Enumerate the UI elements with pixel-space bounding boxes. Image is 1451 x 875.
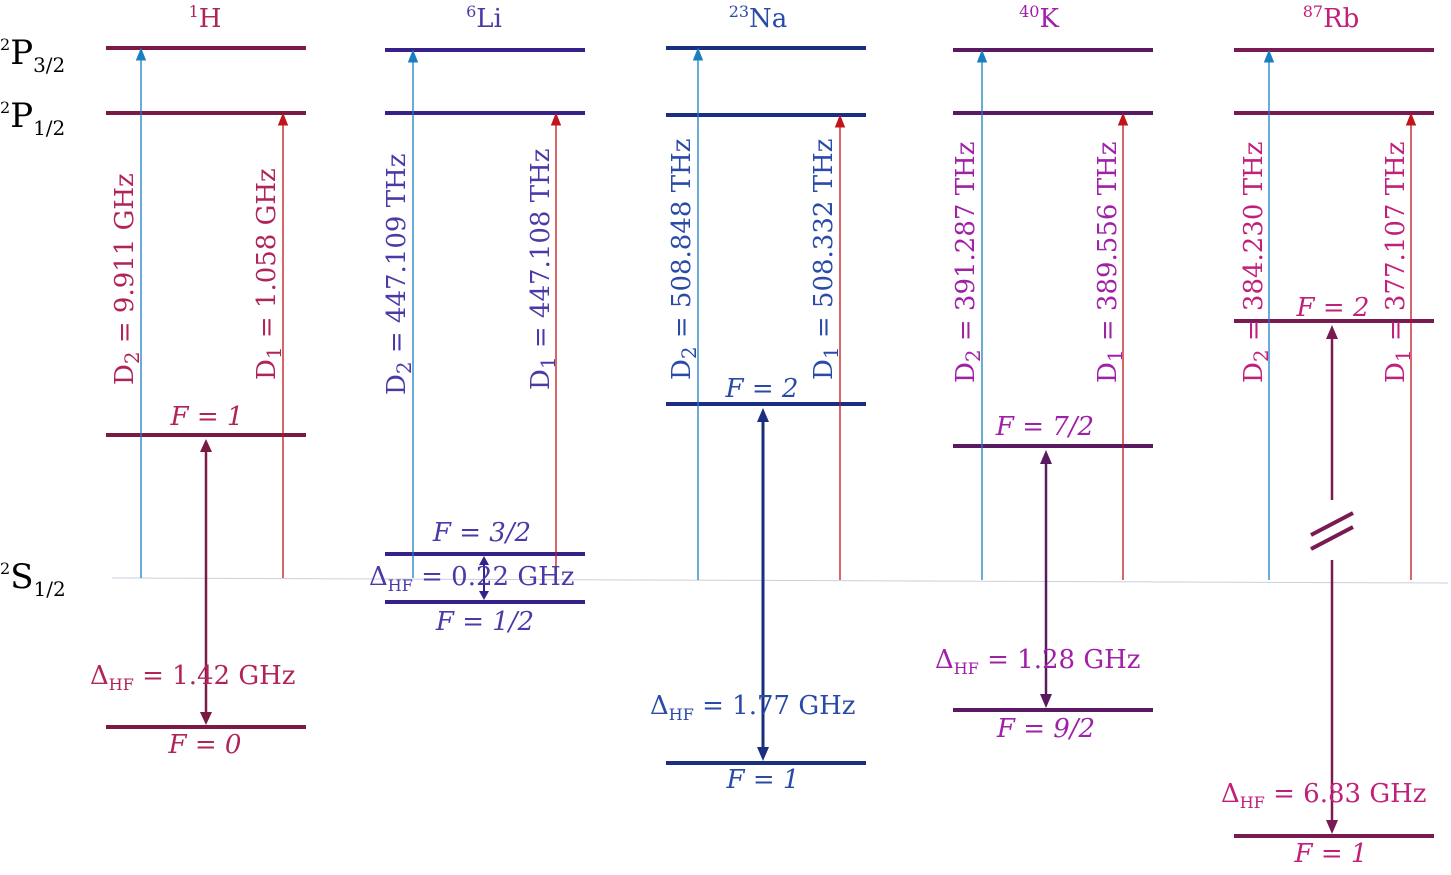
atom-header: 87Rb <box>1303 2 1360 34</box>
atom-header: 40K <box>1019 2 1059 34</box>
hf-arrowhead-down <box>479 591 489 600</box>
d1-label: D1 = 447.108 THz <box>526 149 560 390</box>
lower-f-label: F = 1/2 <box>435 607 534 637</box>
hf-arrowhead-up <box>1326 325 1338 339</box>
lower-f-label: F = 1 <box>1294 839 1368 869</box>
atom-column-k: 40K D2 = 391.287 THz D1 = 389.556 THz F … <box>935 2 1153 744</box>
lower-f-label: F = 1 <box>726 765 800 795</box>
state-label-p32: 2P3/2 <box>0 33 65 77</box>
hf-label: ΔHF = 6.83 GHz <box>1221 779 1426 812</box>
upper-f-label: F = 3/2 <box>432 518 531 548</box>
atom-column-li: 6Li D2 = 447.109 THz D1 = 447.108 THz F … <box>369 2 585 637</box>
atom-column-rb: 87Rb D2 = 384.230 THz D1 = 377.107 THz F… <box>1221 2 1434 869</box>
axis-break-mark <box>1310 511 1354 537</box>
lower-f-label: F = 0 <box>168 730 242 760</box>
s12-baseline <box>111 577 1449 584</box>
state-label-s12: 2S1/2 <box>0 557 66 601</box>
atom-header: 23Na <box>729 2 788 34</box>
hf-arrowhead-up <box>757 408 769 422</box>
d2-label: D2 = 384.230 THz <box>1239 142 1273 383</box>
d1-label: D1 = 377.107 THz <box>1381 142 1415 383</box>
atom-column-h: 1H D2 = 9.911 GHz D1 = 1.058 GHz F = 1 F… <box>90 2 306 760</box>
d2-label: D2 = 447.109 THz <box>382 154 416 395</box>
atom-column-na: 23Na D2 = 508.848 THz D1 = 508.332 THz F… <box>650 2 866 795</box>
hf-arrowhead-down <box>1326 820 1338 834</box>
d1-label: D1 = 1.058 GHz <box>252 168 286 380</box>
hf-arrowhead-down <box>1040 694 1052 708</box>
d2-label: D2 = 391.287 THz <box>951 142 985 383</box>
upper-f-label: F = 2 <box>725 374 799 404</box>
atom-header: 6Li <box>466 2 502 34</box>
upper-f-label: F = 7/2 <box>995 412 1094 442</box>
hf-arrowhead-down <box>200 712 212 725</box>
hf-label: ΔHF = 0.22 GHz <box>369 562 574 595</box>
atom-header: 1H <box>189 2 222 34</box>
hf-label: ΔHF = 1.42 GHz <box>90 661 295 694</box>
hf-arrowhead-down <box>757 747 769 761</box>
d1-label: D1 = 389.556 THz <box>1093 142 1127 383</box>
hf-arrowhead-up <box>200 439 212 452</box>
d2-label: D2 = 508.848 THz <box>667 139 701 380</box>
hf-label: ΔHF = 1.77 GHz <box>650 691 855 724</box>
upper-f-label: F = 1 <box>170 402 244 432</box>
hf-label: ΔHF = 1.28 GHz <box>935 645 1140 678</box>
d1-label: D1 = 508.332 THz <box>809 139 843 380</box>
d2-label: D2 = 9.911 GHz <box>110 173 144 385</box>
hf-arrowhead-up <box>1040 450 1052 464</box>
upper-f-label: F = 2 <box>1296 293 1370 323</box>
hf-arrowhead-up <box>479 556 489 565</box>
lower-f-label: F = 9/2 <box>996 714 1095 744</box>
state-label-p12: 2P1/2 <box>0 96 65 140</box>
axis-break-mark <box>1310 525 1354 551</box>
